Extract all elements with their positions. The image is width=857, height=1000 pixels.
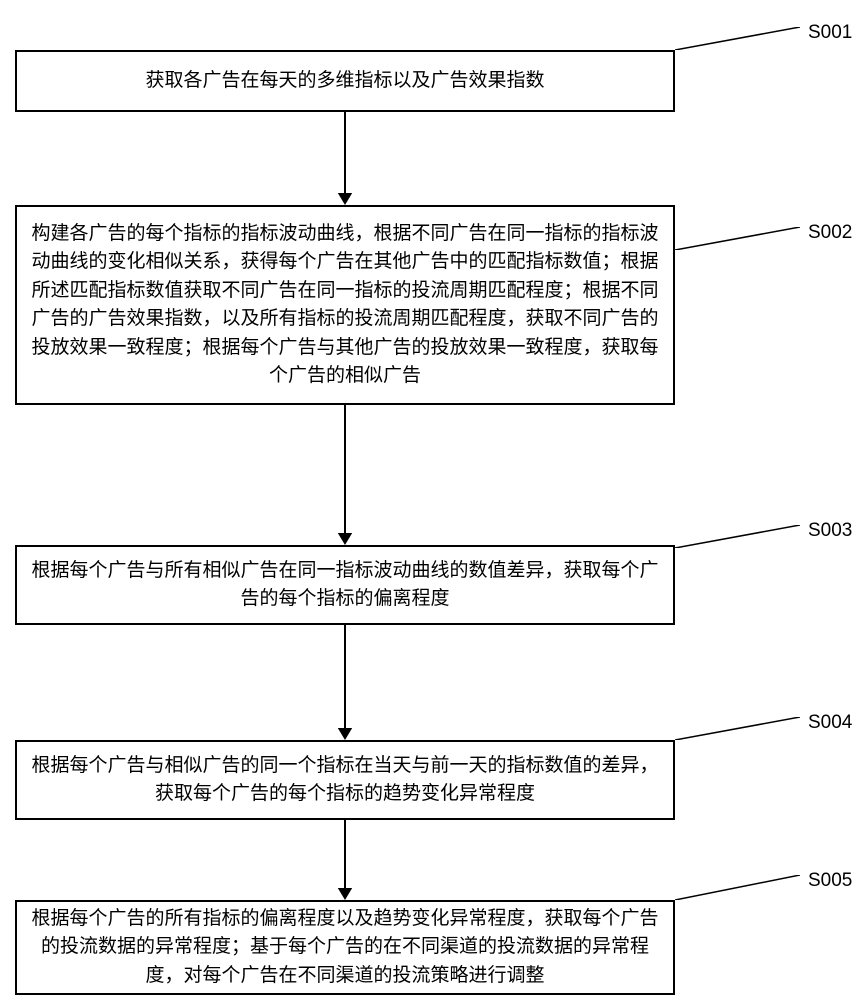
- step-label-s003: S003: [808, 520, 852, 542]
- flowchart-node-s004: 根据每个广告与相似广告的同一个指标在当天与前一天的指标数值的差异，获取每个广告的…: [15, 740, 675, 820]
- flowchart-node-s003: 根据每个广告与所有相似广告在同一指标波动曲线的数值差异，获取每个广告的每个指标的…: [15, 545, 675, 625]
- step-label-s002: S002: [808, 222, 852, 244]
- node-text: 根据每个广告与相似广告的同一个指标在当天与前一天的指标数值的差异，获取每个广告的…: [31, 752, 659, 809]
- node-text: 构建各广告的每个指标的指标波动曲线，根据不同广告在同一指标的指标波动曲线的变化相…: [31, 220, 659, 391]
- step-label-s001: S001: [808, 22, 852, 44]
- node-text: 根据每个广告的所有指标的偏离程度以及趋势变化异常程度，获取每个广告的投流数据的异…: [31, 905, 659, 991]
- leader-line-s001: [675, 27, 800, 50]
- node-text: 获取各广告在每天的多维指标以及广告效果指数: [145, 67, 544, 96]
- step-label-s005: S005: [808, 870, 852, 892]
- flowchart-node-s002: 构建各广告的每个指标的指标波动曲线，根据不同广告在同一指标的指标波动曲线的变化相…: [15, 205, 675, 405]
- flowchart-node-s001: 获取各广告在每天的多维指标以及广告效果指数: [15, 50, 675, 112]
- flowchart-node-s005: 根据每个广告的所有指标的偏离程度以及趋势变化异常程度，获取每个广告的投流数据的异…: [15, 900, 675, 995]
- leader-line-s003: [675, 525, 800, 548]
- flowchart-arrow-3: [330, 625, 360, 740]
- leader-line-s002: [675, 227, 800, 250]
- leader-line-s005: [675, 875, 800, 900]
- step-label-s004: S004: [808, 712, 852, 734]
- flowchart-container: 获取各广告在每天的多维指标以及广告效果指数 S001 构建各广告的每个指标的指标波动…: [0, 0, 857, 1000]
- flowchart-arrow-4: [330, 820, 360, 900]
- flowchart-arrow-1: [330, 112, 360, 205]
- node-text: 根据每个广告与所有相似广告在同一指标波动曲线的数值差异，获取每个广告的每个指标的…: [31, 557, 659, 614]
- leader-line-s004: [675, 717, 800, 740]
- flowchart-arrow-2: [330, 405, 360, 545]
